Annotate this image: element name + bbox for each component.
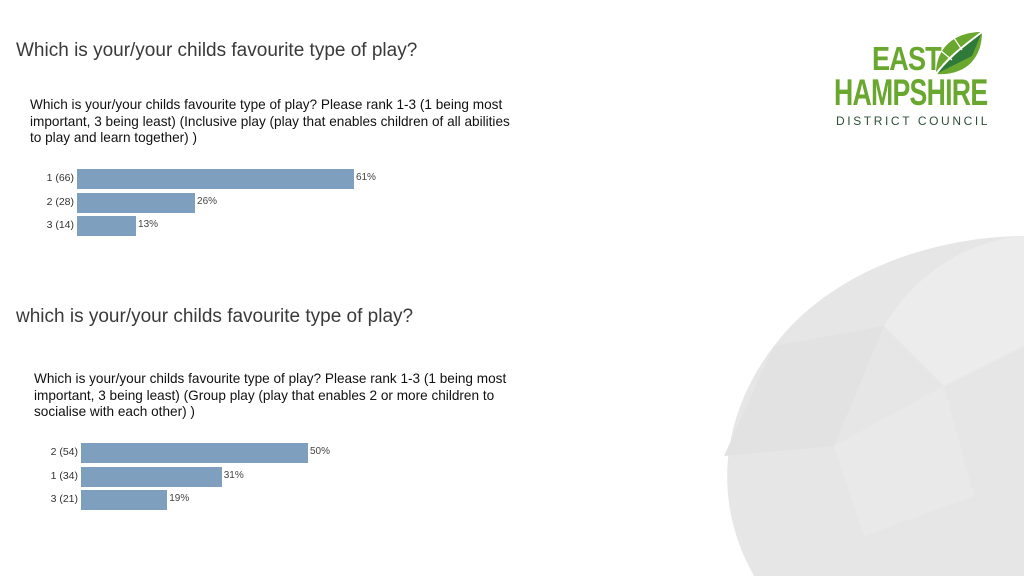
category-label: 2 (54) xyxy=(50,446,78,459)
bar-row: 3 (14) 13% xyxy=(30,215,590,239)
leaf-icon xyxy=(935,31,983,75)
category-label: 1 (34) xyxy=(50,469,78,482)
bar-list: 2 (54) 50% 1 (34) 31% 3 (21) 19% xyxy=(34,442,594,513)
logo-text-council: DISTRICT COUNCIL xyxy=(836,114,991,128)
value-label: 31% xyxy=(223,469,244,481)
council-logo: EAST HAMPSHIRE DISTRICT COUNCIL xyxy=(832,30,998,130)
category-label: 2 (28) xyxy=(46,195,74,208)
value-label: 26% xyxy=(197,195,218,207)
bar xyxy=(77,192,196,213)
category-label: 1 (66) xyxy=(46,172,74,185)
chart-inclusive-play: Which is your/your childs favourite type… xyxy=(30,97,590,239)
chart-title: Which is your/your childs favourite type… xyxy=(30,97,510,146)
bar-row: 2 (54) 50% xyxy=(34,442,594,466)
bar-row: 2 (28) 26% xyxy=(30,192,590,216)
chart-group-play: Which is your/your childs favourite type… xyxy=(34,371,594,513)
category-label: 3 (14) xyxy=(46,219,74,232)
logo-text-hampshire: HAMPSHIRE xyxy=(834,72,988,113)
background-shape xyxy=(724,236,1024,576)
value-label: 19% xyxy=(169,493,190,505)
value-label: 13% xyxy=(138,219,159,231)
bar-row: 1 (66) 61% xyxy=(30,168,590,192)
bar xyxy=(81,490,168,511)
bar xyxy=(77,216,137,237)
chart-title: Which is your/your childs favourite type… xyxy=(34,371,507,420)
bar xyxy=(81,466,222,487)
page-title: Which is your/your childs favourite type… xyxy=(16,40,418,61)
section-title: which is your/your childs favourite type… xyxy=(16,306,414,327)
bar xyxy=(81,443,308,464)
bar-row: 3 (21) 19% xyxy=(34,489,594,513)
bar-list: 1 (66) 61% 2 (28) 26% 3 (14) 13% xyxy=(30,168,590,239)
value-label: 50% xyxy=(310,446,331,458)
bar xyxy=(77,169,354,190)
value-label: 61% xyxy=(355,172,376,184)
logo-text-east: EAST xyxy=(872,40,942,77)
category-label: 3 (21) xyxy=(50,493,78,506)
bar-row: 1 (34) 31% xyxy=(34,466,594,490)
